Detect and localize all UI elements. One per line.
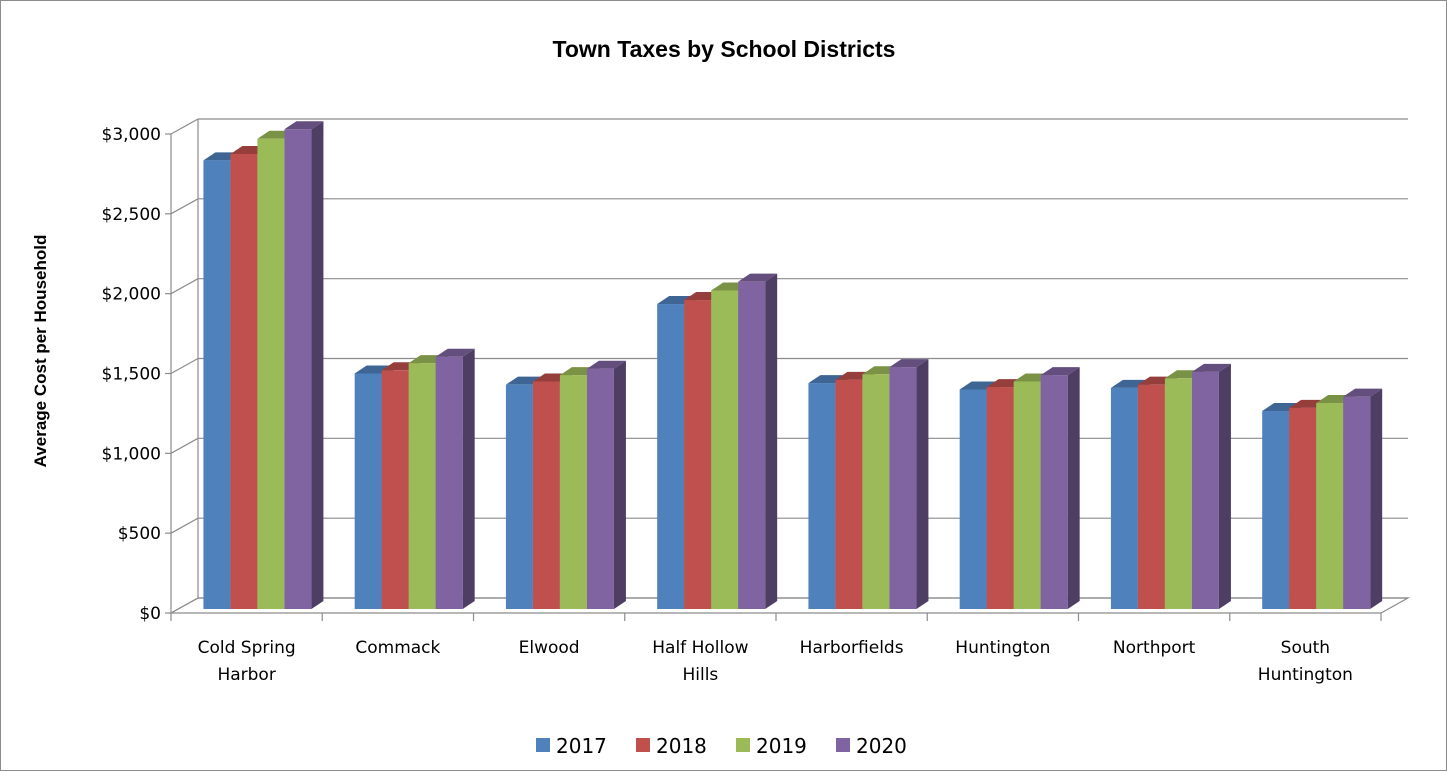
bar-front: [711, 290, 739, 609]
legend-item-2019: 2019: [736, 734, 807, 758]
x-tick-label: Huntington: [955, 638, 1050, 658]
bar-front: [1191, 371, 1219, 609]
legend-label: 2019: [756, 734, 807, 758]
y-tick-label: $1,000: [102, 444, 161, 464]
legend-swatch: [636, 738, 650, 752]
x-tick-label: Northport: [1113, 638, 1196, 658]
bar-front: [808, 383, 836, 609]
bar-top: [738, 273, 778, 282]
bar-front: [257, 138, 285, 609]
y-tick-label: $500: [118, 524, 161, 544]
legend-label: 2018: [656, 734, 707, 758]
x-tick-label: Cold Spring Harbor: [198, 638, 296, 685]
bar-side: [765, 273, 778, 609]
bar-top: [284, 121, 324, 130]
x-tick-label: South Huntington: [1258, 638, 1353, 685]
gridline-side: [170, 437, 199, 454]
bar-side: [613, 360, 626, 609]
bar-front: [1164, 378, 1192, 609]
gridline-side: [170, 198, 199, 215]
bar-side: [311, 121, 324, 610]
bar-front: [381, 370, 409, 609]
bar-front: [435, 356, 463, 609]
legend-item-2020: 2020: [836, 734, 907, 758]
bar-front: [1040, 375, 1068, 609]
bar-side: [1370, 388, 1383, 609]
y-tick-label: $0: [139, 604, 161, 624]
bar-front: [657, 304, 685, 609]
bar-front: [408, 363, 436, 609]
gridline-side: [170, 118, 199, 135]
floor: [168, 597, 1411, 614]
bar-2020: [1040, 367, 1080, 609]
legend-swatch: [736, 738, 750, 752]
y-tick-label: $2,000: [102, 285, 161, 305]
bars: [203, 121, 1383, 610]
bar-front: [835, 379, 863, 609]
bar-side: [1218, 363, 1231, 609]
bar-front: [532, 381, 560, 609]
bar-2020: [738, 273, 778, 609]
bar-2020: [1191, 363, 1231, 609]
bar-top: [1040, 367, 1080, 376]
x-tick-label: Elwood: [519, 638, 580, 658]
bar-top: [1191, 363, 1231, 372]
y-tick-label: $3,000: [102, 125, 161, 145]
chart-title: Town Taxes by School Districts: [553, 36, 896, 62]
y-tick-label: $1,500: [102, 365, 161, 385]
bar-front: [1013, 381, 1041, 609]
legend-swatch: [836, 738, 850, 752]
bar-top: [435, 348, 475, 357]
bar-front: [986, 387, 1014, 609]
bar-front: [959, 389, 987, 609]
bar-front: [284, 129, 312, 609]
bar-side: [916, 359, 929, 609]
legend-item-2018: 2018: [636, 734, 707, 758]
bar-front: [559, 375, 587, 609]
axes: $0 $500 $1,000 $1,500 $2,000 $2,500 $3,000 Cold…: [102, 125, 1382, 685]
bar-front: [889, 367, 917, 609]
bar-front: [1343, 396, 1371, 609]
bar-front: [203, 160, 231, 609]
bar-front: [684, 300, 712, 609]
x-tick-label: Half Hollow Hills: [652, 638, 748, 685]
x-tick-label: Commack: [355, 638, 440, 658]
bar-side: [1067, 367, 1080, 609]
bar-front: [505, 384, 533, 609]
bar-front: [738, 281, 766, 609]
gridline-side: [170, 357, 199, 375]
y-axis-label: Average Cost per Household: [31, 235, 50, 468]
bar-top: [586, 360, 626, 369]
bar-front: [862, 374, 890, 609]
legend-label: 2017: [556, 734, 607, 758]
bar-top: [1343, 388, 1383, 397]
gridline-side: [170, 278, 199, 295]
bar-2020: [889, 359, 929, 609]
bar-2020: [586, 360, 626, 609]
bar-front: [1316, 403, 1344, 609]
y-tick-label: $2,500: [102, 205, 161, 225]
legend: 2017 2018 2019 2020: [536, 734, 907, 758]
gridline-side: [170, 517, 199, 534]
legend-swatch: [536, 738, 550, 752]
legend-item-2017: 2017: [536, 734, 607, 758]
bar-front: [1137, 384, 1165, 609]
bar-front: [354, 373, 382, 609]
legend-label: 2020: [856, 734, 907, 758]
bar-front: [1110, 387, 1138, 609]
x-tick-label: Harborfields: [800, 638, 904, 658]
bar-top: [889, 359, 929, 368]
bar-front: [586, 368, 614, 609]
bar-front: [230, 153, 258, 609]
bar-2020: [435, 348, 475, 609]
bar-2020: [284, 121, 324, 610]
bar-front: [1289, 407, 1317, 609]
bar-front: [1262, 411, 1290, 609]
bar-2020: [1343, 388, 1383, 609]
bar-side: [462, 348, 475, 609]
